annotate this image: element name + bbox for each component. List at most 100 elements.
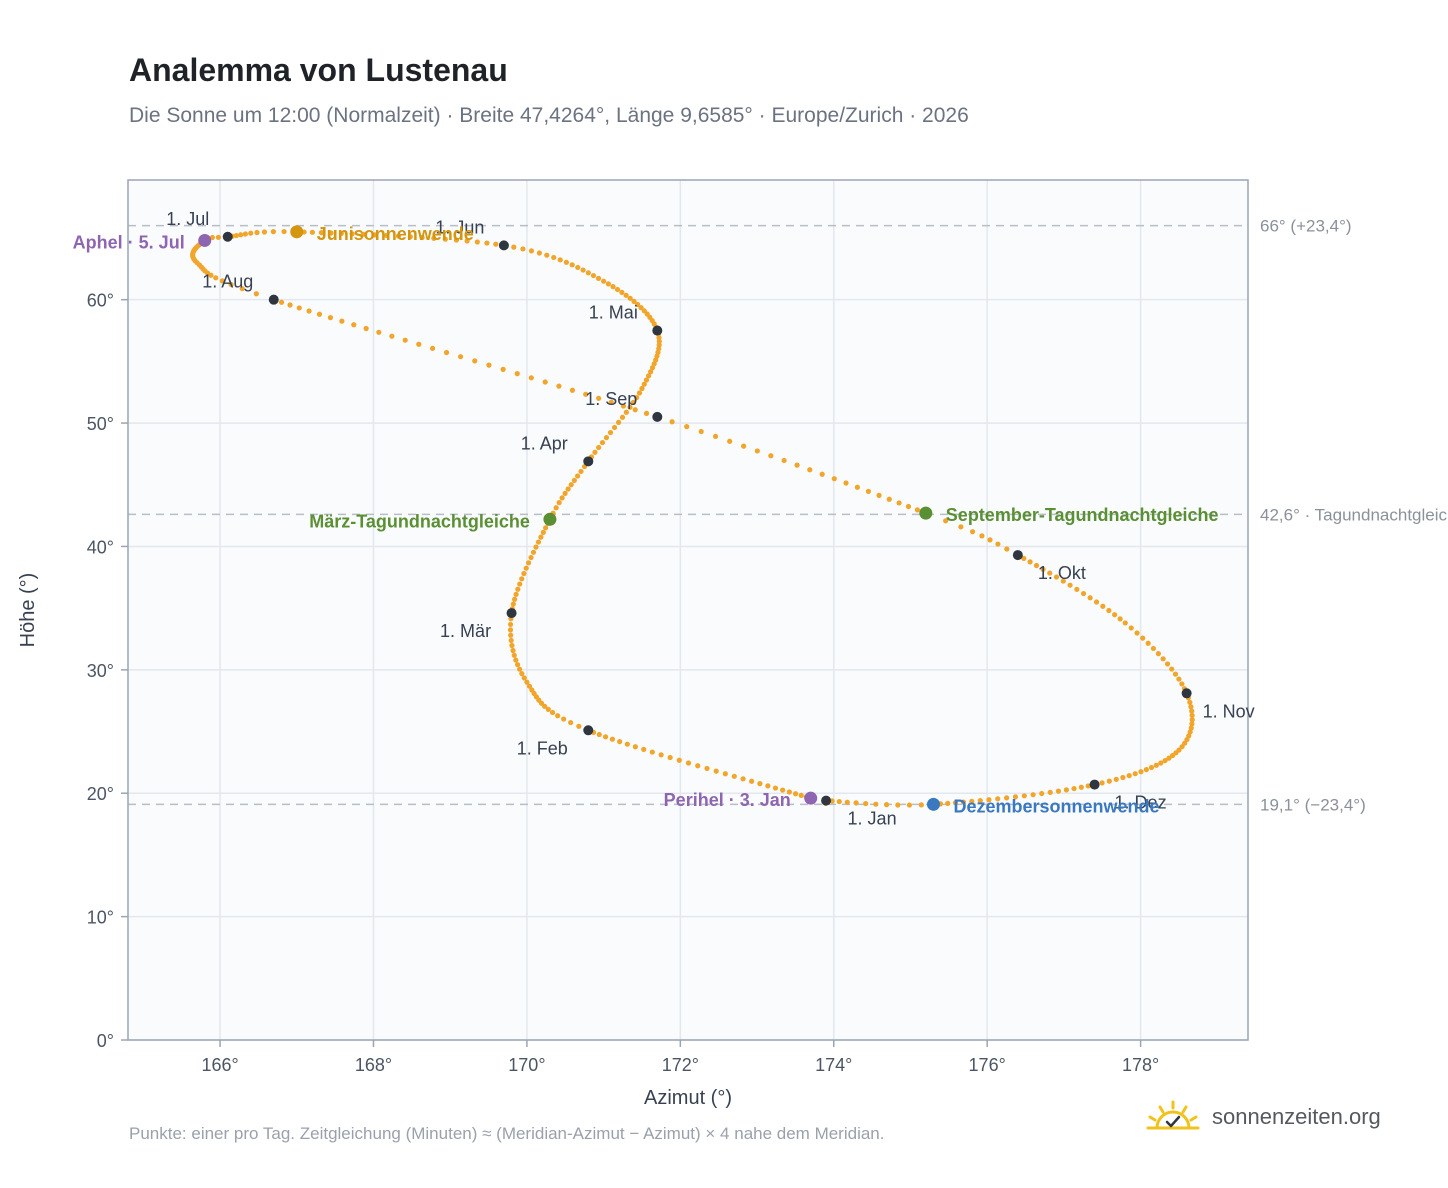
daily-sun-dot (1169, 666, 1175, 672)
daily-sun-dot (453, 237, 460, 243)
daily-sun-dot (1148, 764, 1155, 771)
reference-lines: 66° (+23,4°) 42,6° · Tagundnachtgleiche 19… (128, 217, 1448, 814)
daily-sun-dot (1132, 771, 1138, 777)
daily-sun-dot (627, 404, 633, 410)
month-marker-label: 1. Jul (166, 209, 209, 229)
daily-sun-dot (619, 289, 625, 295)
daily-sun-dot (607, 429, 614, 436)
daily-sun-dot (658, 752, 664, 758)
daily-sun-dot (571, 477, 577, 484)
brand-name[interactable]: sonnenzeiten.org (1212, 1104, 1381, 1129)
x-tick-label: 176° (969, 1055, 1006, 1075)
daily-sun-dot (1150, 645, 1157, 652)
daily-sun-dot (565, 486, 571, 492)
daily-sun-dot (1099, 780, 1105, 786)
daily-sun-dot (632, 744, 638, 750)
daily-sun-dot (542, 379, 548, 385)
month-marker (652, 325, 663, 336)
daily-sun-dot (610, 284, 616, 290)
daily-sun-dot (215, 234, 221, 240)
daily-sun-dot (798, 792, 804, 798)
daily-sun-dot (569, 387, 576, 393)
daily-sun-dot (540, 529, 546, 535)
daily-sun-dot (525, 560, 532, 566)
daily-sun-dot (511, 652, 517, 658)
daily-sun-dot (635, 301, 641, 308)
daily-sun-dot (1145, 640, 1151, 646)
daily-sun-dot (952, 800, 959, 806)
daily-sun-dot (623, 409, 629, 415)
daily-sun-dot (609, 736, 616, 742)
daily-sun-dot (338, 230, 344, 236)
daily-sun-dot (1039, 790, 1045, 797)
event-markers: Junisonnenwende Dezembersonnenwende März-T… (73, 224, 1219, 817)
daily-sun-dot (349, 231, 355, 237)
daily-sun-dot (510, 601, 516, 607)
daily-sun-dot (780, 787, 786, 793)
daily-sun-dot (631, 298, 637, 304)
daily-sun-dot (242, 231, 249, 237)
month-marker-label: 1. Jan (848, 809, 897, 829)
daily-sun-dot (1160, 656, 1166, 662)
daily-sun-dot (1189, 717, 1195, 723)
y-tick-label: 50° (87, 414, 114, 434)
daily-sun-dot (648, 369, 654, 375)
daily-sun-dot (627, 295, 633, 301)
daily-sun-dot (519, 576, 525, 582)
daily-sun-dot (543, 525, 549, 531)
y-tick-label: 60° (87, 291, 114, 311)
brand[interactable]: sonnenzeiten.org (1146, 1100, 1381, 1134)
daily-sun-dot (521, 675, 527, 681)
daily-sun-dot (580, 267, 586, 273)
daily-sun-dot (704, 765, 710, 772)
daily-sun-dot (512, 596, 518, 602)
daily-sun-dot (520, 246, 526, 252)
event-label: März-Tagundnachtgleiche (309, 511, 530, 531)
daily-sun-dot (519, 671, 525, 677)
event-label: Junisonnenwende (317, 224, 474, 244)
daily-sun-dot (389, 333, 395, 339)
month-marker (821, 795, 832, 806)
daily-sun-dot (1074, 586, 1080, 592)
daily-sun-dot (524, 679, 530, 685)
daily-sun-dot (945, 800, 951, 806)
daily-sun-dot (351, 322, 357, 328)
daily-sun-dot (1112, 612, 1118, 618)
month-marker (652, 411, 663, 422)
daily-sun-dot (1153, 762, 1159, 768)
daily-sun-dot (656, 342, 662, 348)
daily-sun-dot (562, 490, 568, 496)
daily-sun-dot (741, 443, 747, 449)
daily-sun-dot (649, 749, 655, 755)
daily-sun-dot (617, 739, 623, 745)
daily-sun-dot (599, 439, 606, 446)
daily-sun-dot (1189, 712, 1195, 719)
x-tick-label: 170° (508, 1055, 545, 1075)
y-tick-label: 0° (97, 1031, 114, 1051)
daily-sun-dot (792, 791, 799, 797)
daily-sun-dot (376, 329, 382, 335)
month-marker (506, 608, 517, 619)
daily-sun-dot (1187, 699, 1193, 705)
daily-sun-dot (551, 254, 557, 261)
daily-sun-dot (523, 565, 529, 571)
daily-sun-dot (918, 802, 924, 808)
daily-sun-dot (1012, 794, 1019, 800)
daily-sun-dot (713, 768, 719, 774)
daily-sun-dot (568, 482, 574, 488)
event-marker (198, 233, 212, 247)
daily-sun-dot (544, 252, 550, 258)
daily-sun-dot (402, 337, 408, 343)
daily-sun-dot (431, 235, 437, 241)
plot-frame (127, 179, 1249, 1041)
daily-sun-dot (641, 308, 647, 314)
x-tick-label: 168° (355, 1055, 392, 1075)
daily-sun-dot (526, 683, 533, 689)
event-marker (543, 512, 557, 526)
daily-sun-dot (555, 713, 561, 719)
daily-sun-dot (1106, 607, 1112, 614)
daily-sun-dot (602, 734, 609, 740)
daily-sun-dot (906, 802, 913, 808)
y-tick-label: 20° (87, 784, 114, 804)
